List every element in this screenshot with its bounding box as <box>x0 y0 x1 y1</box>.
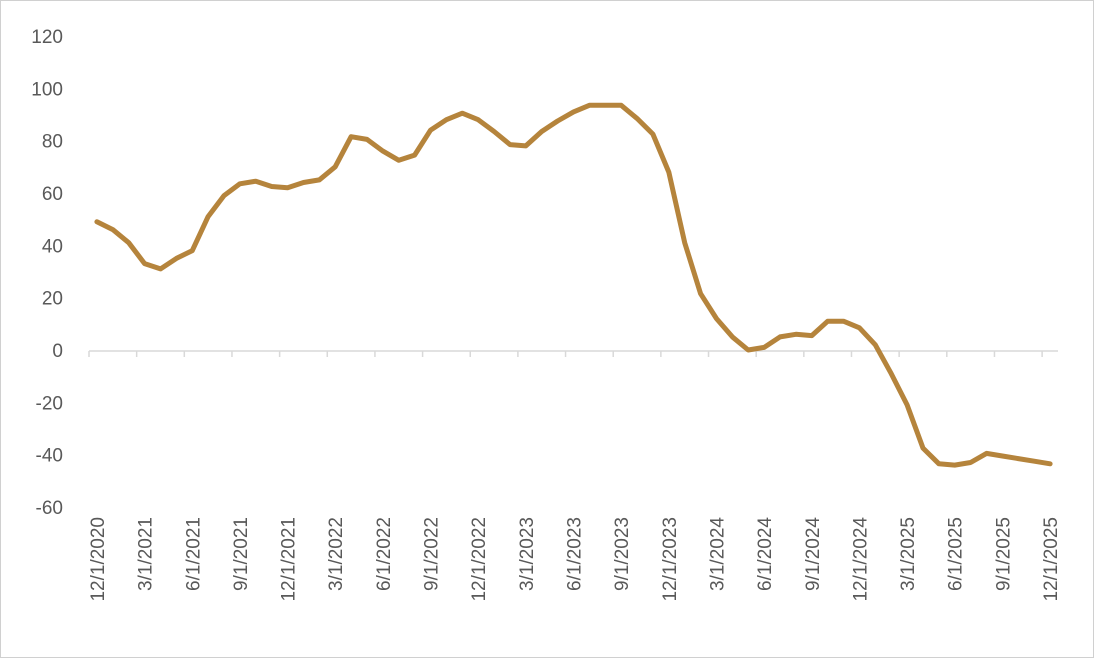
x-tick-label: 9/1/2021 <box>231 517 252 591</box>
x-tick-label: 9/1/2024 <box>803 517 824 591</box>
y-tick-label: 80 <box>42 132 63 153</box>
y-axis: 120 100 80 60 40 20 0 -20 -40 -60 <box>31 27 63 519</box>
series-line <box>94 102 1053 468</box>
x-tick-label: 3/1/2025 <box>898 517 919 591</box>
x-tick-label: 12/1/2025 <box>1041 517 1062 602</box>
x-tick-label: 9/1/2022 <box>422 517 443 591</box>
x-tick-label: 3/1/2021 <box>136 517 157 591</box>
x-tick-label: 6/1/2022 <box>374 517 395 591</box>
x-tick-label: 12/1/2024 <box>850 517 871 602</box>
y-tick-label: 120 <box>31 27 63 48</box>
x-tick-label: 6/1/2025 <box>946 517 967 591</box>
series-group <box>94 102 1053 468</box>
y-tick-label: 0 <box>52 341 63 362</box>
y-tick-label: 40 <box>42 236 63 257</box>
x-tick-label: 12/1/2023 <box>660 517 681 602</box>
x-tick-label: 3/1/2022 <box>326 517 347 591</box>
x-tick-label: 9/1/2025 <box>993 517 1014 591</box>
x-tick-label: 12/1/2020 <box>88 517 109 602</box>
y-tick-label: 100 <box>31 79 63 100</box>
y-tick-label: 60 <box>42 184 63 205</box>
x-tick-label: 6/1/2024 <box>755 517 776 591</box>
x-axis: 12/1/2020 3/1/2021 6/1/2021 9/1/2021 12/1/20… <box>88 350 1062 602</box>
y-tick-label: -20 <box>36 393 63 414</box>
x-tick-label: 6/1/2021 <box>183 517 204 591</box>
x-tick-label: 3/1/2023 <box>517 517 538 591</box>
y-tick-label: 20 <box>42 289 63 310</box>
x-tick-label: 12/1/2022 <box>469 517 490 602</box>
x-tick-label: 6/1/2023 <box>565 517 586 591</box>
x-tick-label: 9/1/2023 <box>612 517 633 591</box>
x-tick-label: 12/1/2021 <box>279 517 300 602</box>
y-tick-label: -60 <box>36 498 63 519</box>
x-tick-label: 3/1/2024 <box>707 517 728 591</box>
y-tick-label: -40 <box>36 446 63 467</box>
